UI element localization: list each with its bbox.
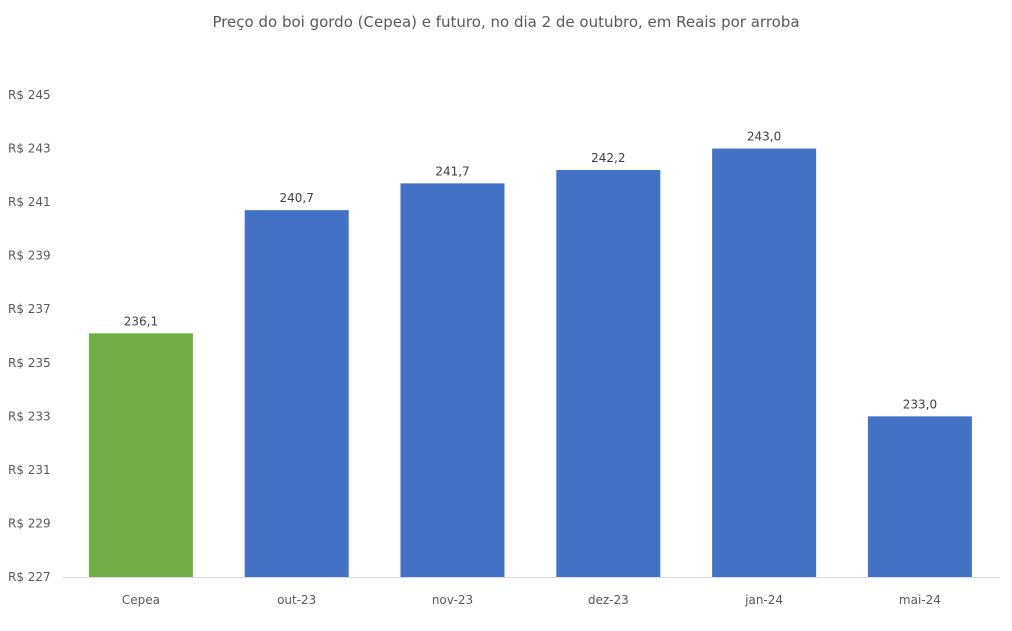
y-tick-label: R$ 245: [8, 88, 51, 102]
bar-nov-23: [400, 183, 505, 577]
x-tick-label: nov-23: [432, 593, 473, 607]
bar-dez-23: [556, 169, 661, 577]
y-tick-label: R$ 239: [8, 249, 51, 263]
data-label: 243,0: [747, 130, 781, 144]
x-axis: Cepea out-23 nov-23 dez-23 jan-24 mai-24: [122, 593, 941, 607]
bar-cepea: [88, 333, 193, 577]
y-tick-label: R$ 227: [8, 570, 51, 584]
y-tick-label: R$ 243: [8, 142, 51, 156]
x-tick-label: dez-23: [588, 593, 629, 607]
data-label: 236,1: [124, 314, 158, 328]
y-tick-label: R$ 233: [8, 409, 51, 423]
y-axis: R$ 227 R$ 229 R$ 231 R$ 233 R$ 235 R$ 237 R$ 2…: [8, 88, 51, 584]
bar-out-23: [244, 210, 349, 577]
y-tick-label: R$ 235: [8, 356, 51, 370]
x-tick-label: jan-24: [744, 593, 783, 607]
bar-jan-24: [712, 148, 817, 578]
y-tick-label: R$ 241: [8, 195, 51, 209]
x-tick-label: out-23: [277, 593, 316, 607]
y-tick-label: R$ 229: [8, 516, 51, 530]
chart-title: Preço do boi gordo (Cepea) e futuro, no …: [212, 13, 799, 31]
data-label: 233,0: [903, 397, 937, 411]
x-tick-label: Cepea: [122, 593, 160, 607]
data-label: 241,7: [435, 164, 469, 178]
y-tick-label: R$ 237: [8, 302, 51, 316]
y-tick-label: R$ 231: [8, 463, 51, 477]
data-label: 242,2: [591, 151, 625, 165]
bars: 236,1 240,7 241,7 242,2 243,0 233,0: [88, 130, 972, 578]
x-tick-label: mai-24: [899, 593, 941, 607]
bar-mai-24: [867, 416, 972, 577]
data-label: 240,7: [280, 191, 314, 205]
